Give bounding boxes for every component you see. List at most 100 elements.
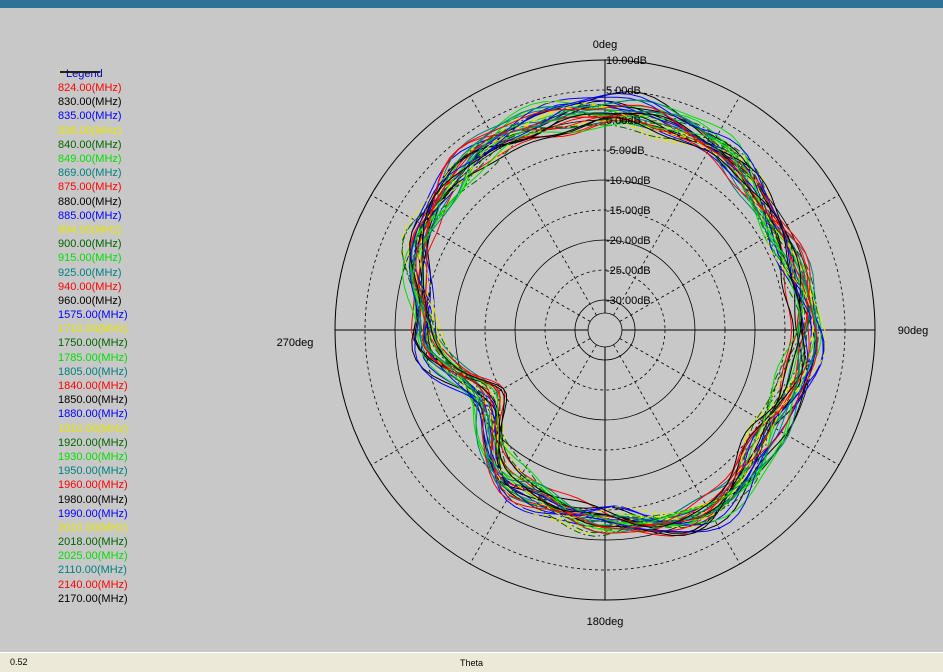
grid-spoke [619,194,840,322]
series-line [412,124,810,523]
legend-label: 894.00(MHz) [58,223,122,236]
legend-label: 1930.00(MHz) [58,450,128,463]
status-axis-label: Theta [459,658,483,668]
legend-item: 1850.00(MHz) [58,71,198,407]
ring-label: 10.00dB [606,55,647,67]
legend-label: 880.00(MHz) [58,195,122,208]
legend-label: 849.00(MHz) [58,153,122,166]
series-line [412,122,801,525]
legend-label: 1805.00(MHz) [58,365,128,378]
legend-item: 1880.00(MHz) [58,71,198,421]
legend-label: 2018.00(MHz) [58,536,128,549]
grid-spoke [469,344,597,565]
grid-spoke [613,344,741,565]
legend-label: 885.00(MHz) [58,209,122,222]
legend-label: 875.00(MHz) [58,181,122,194]
legend-label: 1880.00(MHz) [58,408,128,421]
legend-item: 824.00(MHz) [58,71,198,95]
legend-item: 894.00(MHz) [58,71,198,237]
legend-item: 875.00(MHz) [58,71,198,194]
center-ring [587,312,623,348]
legend-label: 2025.00(MHz) [58,550,128,563]
legend-item: 835.00(MHz) [58,71,198,123]
legend-item: 2018.00(MHz) [58,71,198,549]
ring-label: -20.00dB [606,235,651,247]
legend-label: 1990.00(MHz) [58,507,128,520]
legend-item: 880.00(MHz) [58,71,198,209]
legend-label: 1710.00(MHz) [58,323,128,336]
legend: Legend 824.00(MHz) 830.00(MHz) 835.00(MHz)… [58,68,198,606]
legend-label: 2170.00(MHz) [58,592,128,605]
legend-item: 1785.00(MHz) [58,71,198,365]
legend-label: 1950.00(MHz) [58,465,128,478]
ring-label: -25.00dB [606,265,651,277]
legend-label: 1840.00(MHz) [58,380,128,393]
legend-item: 849.00(MHz) [58,71,198,166]
legend-label: 830.00(MHz) [58,96,122,109]
legend-label: 1960.00(MHz) [58,479,128,492]
grid-spoke [370,338,591,466]
legend-item: 1920.00(MHz) [58,71,198,450]
legend-label: 960.00(MHz) [58,294,122,307]
legend-label: 824.00(MHz) [58,82,122,95]
legend-label: 2110.00(MHz) [58,564,127,577]
legend-label: 900.00(MHz) [58,238,122,251]
ring-label: -5.00dB [606,145,645,157]
legend-item: 1990.00(MHz) [58,71,198,521]
legend-label: 1575.00(MHz) [58,309,128,322]
legend-item: 2140.00(MHz) [58,71,198,592]
legend-item: 2010.00(MHz) [58,71,198,535]
legend-item: 1960.00(MHz) [58,71,198,492]
series-line [401,108,820,537]
legend-label: 835.00(MHz) [58,110,122,123]
ring-label: -10.00dB [606,175,651,187]
legend-swatch [60,71,100,73]
legend-item: 2170.00(MHz) [58,71,198,606]
ring-label: 0.00dB [606,115,641,127]
legend-item: 1950.00(MHz) [58,71,198,478]
legend-label: 925.00(MHz) [58,266,122,279]
series-line [418,109,803,524]
title-bar [0,0,943,8]
legend-item: 1710.00(MHz) [58,71,198,336]
ring-label: -15.00dB [606,205,651,217]
legend-label: 869.00(MHz) [58,167,122,180]
legend-item: 1980.00(MHz) [58,71,198,506]
legend-item: 915.00(MHz) [58,71,198,265]
polar-chart: 10.00dB 5.00dB 0.00dB -5.00dB -10.00dB -15.00… [277,39,929,628]
legend-label: 1910.00(MHz) [58,422,128,435]
series-line [422,117,803,528]
legend-item: 1805.00(MHz) [58,71,198,379]
legend-label: 1750.00(MHz) [58,337,128,350]
legend-item: 885.00(MHz) [58,71,198,223]
series-line [408,100,822,531]
legend-item: 925.00(MHz) [58,71,198,279]
legend-item: 900.00(MHz) [58,71,198,251]
legend-item: 869.00(MHz) [58,71,198,180]
series-line [418,112,793,526]
status-bar: 0.52 Theta [0,652,943,672]
angle-label: 270deg [277,337,314,349]
legend-item: 1750.00(MHz) [58,71,198,350]
status-value: 0.52 [10,657,28,667]
legend-label: 840.00(MHz) [58,138,122,151]
legend-item: 836.00(MHz) [58,71,198,138]
legend-label: 1785.00(MHz) [58,351,128,364]
legend-item: 840.00(MHz) [58,71,198,152]
legend-title: Legend [66,68,103,80]
plot-area: 10.00dB 5.00dB 0.00dB -5.00dB -10.00dB -15.00… [0,8,943,652]
legend-label: 836.00(MHz) [58,124,122,137]
legend-item: 2110.00(MHz) [58,71,198,577]
legend-item: 830.00(MHz) [58,71,198,109]
series-line [409,113,805,527]
legend-item: 960.00(MHz) [58,71,198,308]
legend-item: 1910.00(MHz) [58,71,198,436]
grid-spoke [370,194,591,322]
legend-item: 1840.00(MHz) [58,71,198,393]
angle-label: 180deg [587,616,624,628]
legend-item: 1930.00(MHz) [58,71,198,464]
legend-label: 2140.00(MHz) [58,578,128,591]
legend-label: 915.00(MHz) [58,252,122,265]
series-line [420,103,814,518]
legend-item: 2025.00(MHz) [58,71,198,563]
